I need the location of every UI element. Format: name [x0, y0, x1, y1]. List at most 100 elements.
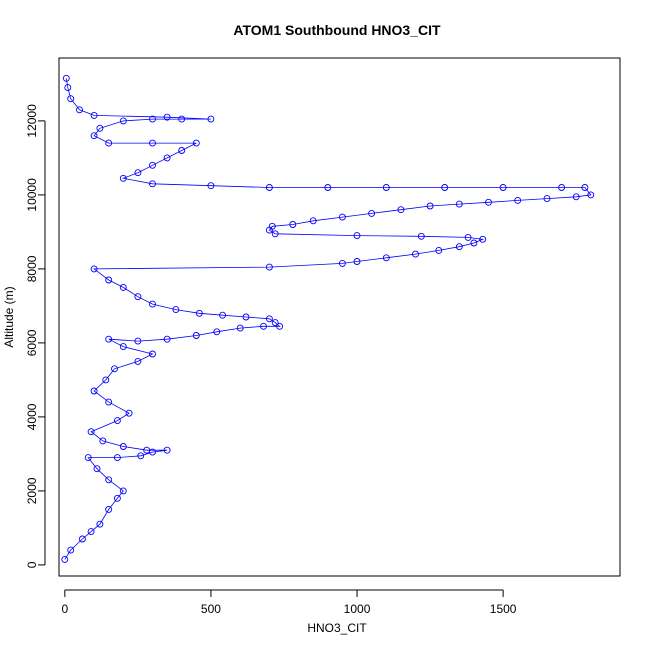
- data-point: [289, 221, 297, 228]
- data-point: [219, 311, 227, 319]
- data-point: [514, 196, 522, 204]
- data-point: [163, 335, 171, 343]
- series-lines: [64, 78, 592, 560]
- data-point: [119, 283, 127, 291]
- data-point: [353, 258, 361, 265]
- data-point: [499, 184, 507, 191]
- data-point: [265, 184, 273, 191]
- data-point: [90, 111, 98, 119]
- data-point: [479, 235, 487, 243]
- data-point: [119, 487, 127, 495]
- data-point: [78, 535, 86, 543]
- x-tick-label: 0: [62, 602, 69, 616]
- data-point: [64, 84, 72, 92]
- data-point: [426, 202, 434, 210]
- series-points: [61, 74, 595, 563]
- data-point: [96, 520, 104, 528]
- x-tick-label: 1500: [490, 602, 517, 616]
- data-point: [368, 209, 376, 217]
- data-point: [134, 169, 142, 177]
- y-tick-label: 0: [25, 561, 39, 568]
- data-point: [324, 184, 332, 191]
- data-point: [572, 193, 580, 201]
- data-point: [119, 174, 127, 182]
- data-point: [412, 250, 419, 258]
- data-point: [268, 222, 276, 230]
- data-point: [99, 437, 107, 445]
- data-point: [105, 139, 113, 147]
- data-point: [397, 206, 405, 214]
- y-tick-label: 8000: [25, 255, 39, 282]
- data-point: [213, 328, 221, 336]
- data-point: [134, 337, 142, 345]
- x-tick-label: 500: [201, 602, 221, 616]
- data-point: [143, 446, 151, 454]
- data-point: [470, 239, 478, 247]
- y-axis-label: Altitude (m): [2, 286, 16, 347]
- data-point: [265, 263, 273, 271]
- y-tick-label: 2000: [25, 477, 39, 504]
- data-point: [149, 115, 156, 123]
- data-point: [353, 232, 361, 240]
- x-tick-label: 1000: [344, 602, 371, 616]
- data-point: [105, 335, 113, 343]
- data-point: [105, 276, 113, 284]
- data-point: [485, 198, 492, 206]
- y-axis: 0 2000 4000 6000 8000 10000 12000: [25, 104, 46, 568]
- data-point: [67, 95, 75, 103]
- data-point: [87, 428, 95, 436]
- data-point: [464, 233, 472, 241]
- data-point: [105, 398, 113, 406]
- data-point: [163, 446, 171, 454]
- data-point: [265, 315, 273, 323]
- data-point: [260, 322, 267, 330]
- data-point: [236, 324, 244, 332]
- data-point: [587, 191, 595, 199]
- data-point: [111, 365, 118, 373]
- data-point: [338, 259, 346, 267]
- data-point: [382, 254, 390, 262]
- data-point: [149, 161, 156, 169]
- data-point: [113, 494, 121, 502]
- data-point: [113, 454, 121, 462]
- data-point: [134, 357, 142, 365]
- data-point: [172, 306, 180, 314]
- data-point: [90, 387, 98, 395]
- plot-frame: [58, 57, 621, 577]
- data-point: [207, 115, 215, 123]
- data-point: [105, 476, 113, 484]
- data-point: [84, 454, 92, 462]
- data-point: [105, 505, 113, 513]
- data-point: [543, 195, 551, 203]
- data-point: [581, 184, 589, 191]
- data-point: [149, 180, 156, 188]
- x-axis-label: HNO3_CIT: [307, 621, 367, 635]
- data-point: [137, 452, 145, 460]
- data-point: [102, 376, 110, 384]
- data-point: [163, 154, 171, 162]
- data-point: [119, 117, 127, 125]
- data-point: [119, 443, 127, 450]
- data-point: [125, 409, 133, 417]
- y-tick-label: 4000: [25, 403, 39, 430]
- data-point: [61, 555, 69, 563]
- data-point: [113, 417, 121, 425]
- data-point: [90, 265, 98, 273]
- data-point: [309, 217, 317, 225]
- y-tick-label: 12000: [25, 104, 39, 138]
- data-point: [271, 230, 279, 238]
- data-point: [76, 106, 83, 114]
- data-point: [435, 246, 443, 254]
- data-point: [192, 139, 200, 147]
- data-point: [276, 322, 284, 330]
- data-point: [207, 182, 215, 190]
- data-point: [441, 184, 449, 191]
- data-point: [149, 300, 156, 308]
- data-point: [338, 213, 346, 221]
- data-point: [417, 232, 425, 240]
- data-point: [96, 124, 104, 132]
- data-point: [87, 528, 95, 536]
- data-point: [149, 139, 156, 147]
- data-point: [93, 465, 101, 473]
- data-point: [558, 184, 566, 191]
